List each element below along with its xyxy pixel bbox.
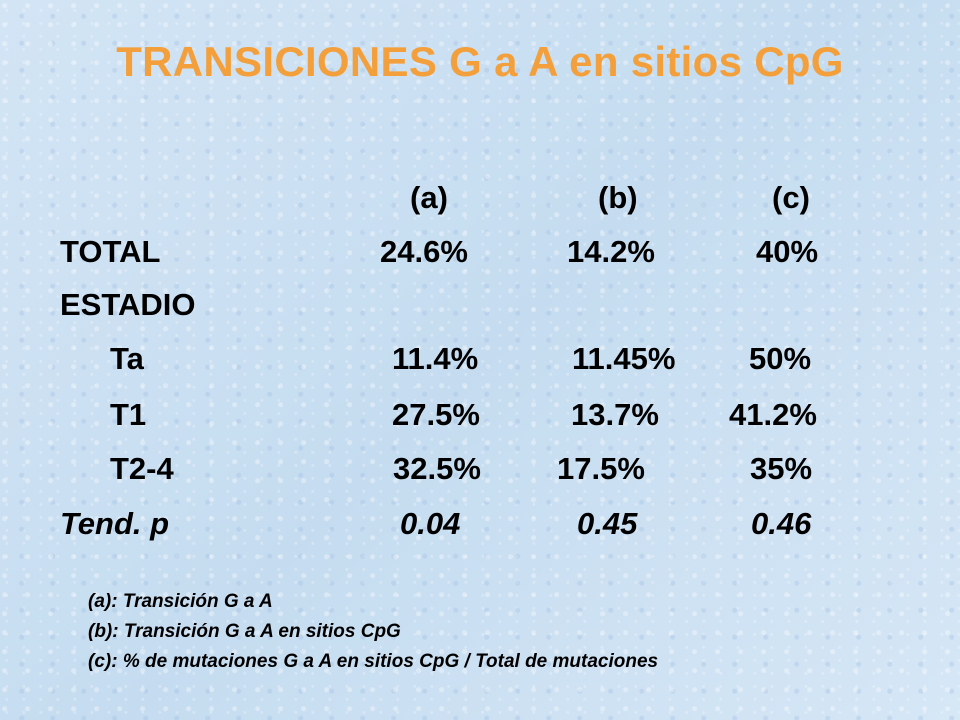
footnote-c: (c): % de mutaciones G a A en sitios CpG… — [88, 651, 659, 672]
row-label-estadio: ESTADIO — [60, 287, 196, 322]
row-label-total: TOTAL — [60, 234, 161, 269]
cell-t2-4-b: 17.5% — [557, 451, 645, 486]
cell-t1-c: 41.2% — [729, 397, 817, 432]
cell-t2-4-c: 35% — [750, 451, 813, 486]
cell-total-b: 14.2% — [567, 234, 655, 269]
cell-t1-a: 27.5% — [392, 397, 480, 432]
cell-t2-4-a: 32.5% — [393, 451, 481, 486]
cell-tend-c: 0.46 — [751, 506, 812, 541]
cell-tend-b: 0.45 — [577, 506, 638, 541]
cell-ta-b: 11.45% — [572, 341, 676, 376]
cell-ta-c: 50% — [749, 341, 812, 376]
cell-t1-b: 13.7% — [571, 397, 659, 432]
cell-total-c: 40% — [756, 234, 819, 269]
row-label-ta: Ta — [110, 341, 144, 376]
slide-title: TRANSICIONES G a A en sitios CpG — [116, 38, 844, 85]
column-header-a: (a) — [410, 180, 448, 215]
row-label-t2-4: T2-4 — [110, 451, 174, 486]
footnote-b: (b): Transición G a A en sitios CpG — [88, 621, 401, 642]
cell-tend-a: 0.04 — [400, 506, 461, 541]
cell-total-a: 24.6% — [380, 234, 468, 269]
footnote-a: (a): Transición G a A — [88, 591, 273, 612]
column-header-b: (b) — [598, 180, 638, 215]
row-label-t1: T1 — [110, 397, 147, 432]
column-header-c: (c) — [772, 180, 810, 215]
row-label-tend-p: Tend. p — [60, 506, 170, 541]
cell-ta-a: 11.4% — [392, 341, 479, 376]
